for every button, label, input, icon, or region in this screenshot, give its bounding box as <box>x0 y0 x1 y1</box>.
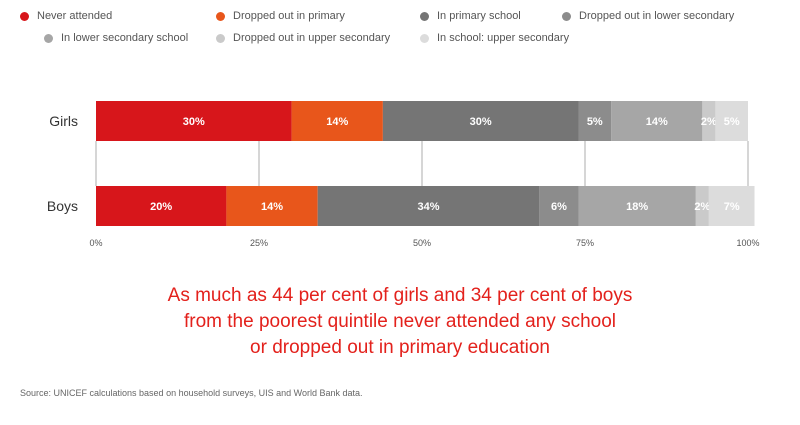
legend-label: Never attended <box>37 10 113 22</box>
x-tick-label: 25% <box>250 238 268 248</box>
legend-item-dropped-out-lower-secondary: Dropped out in lower secondary <box>562 10 734 22</box>
bar-segment <box>539 186 579 226</box>
category-label: Boys <box>47 198 78 214</box>
stacked-bar-chart: Girls 30% 14% 30% 5% 14% 2% 5% Boys 20% 14% 34% 6% 18… <box>47 101 760 248</box>
x-tick-label: 0% <box>89 238 102 248</box>
category-label: Girls <box>49 113 78 129</box>
bar-data-label: 30% <box>470 116 492 128</box>
bar-data-label: 5% <box>724 116 740 128</box>
headline: As much as 44 per cent of girls and 34 p… <box>0 283 800 361</box>
bar-segment <box>715 101 748 141</box>
legend-item-in-primary-school: In primary school <box>420 10 521 22</box>
legend-label: In school: upper secondary <box>437 32 570 44</box>
bar-data-label: 7% <box>724 201 740 213</box>
bar-segment <box>96 101 292 141</box>
x-tick-label: 100% <box>736 238 759 248</box>
legend-item-dropped-out-primary: Dropped out in primary <box>216 10 345 22</box>
legend-item-never-attended: Never attended <box>20 10 112 22</box>
legend-item-in-lower-secondary: In lower secondary school <box>44 32 188 44</box>
bar-data-label: 6% <box>551 201 567 213</box>
legend-swatch <box>420 11 429 21</box>
bar-data-label: 14% <box>326 116 348 128</box>
bar-data-label: 5% <box>587 116 603 128</box>
bar-data-label: 34% <box>418 201 440 213</box>
bar-segment <box>317 186 540 226</box>
x-tick-label: 75% <box>576 238 594 248</box>
x-tick-label: 50% <box>413 238 431 248</box>
bar-data-label: 20% <box>150 201 172 213</box>
bar-segment <box>611 101 703 141</box>
legend-item-in-school-upper-secondary: In school: upper secondary <box>420 32 569 44</box>
source-note: Source: UNICEF calculations based on hou… <box>20 388 363 398</box>
legend-swatch <box>44 33 53 43</box>
headline-line: or dropped out in primary education <box>250 337 550 358</box>
bar-data-label: 14% <box>261 201 283 213</box>
bar-segment <box>382 101 579 141</box>
legend-swatch <box>562 11 571 21</box>
legend-label: In lower secondary school <box>61 32 189 44</box>
bar-segment <box>578 186 696 226</box>
legend-label: Dropped out in lower secondary <box>579 10 735 22</box>
bar-segment <box>695 186 709 226</box>
headline-line: As much as 44 per cent of girls and 34 p… <box>167 285 633 306</box>
bar-segment <box>226 186 318 226</box>
legend-swatch <box>420 33 429 43</box>
legend-swatch <box>20 11 29 21</box>
headline-line: from the poorest quintile never attended… <box>184 311 616 332</box>
bar-data-label: 2% <box>694 201 710 213</box>
bar-data-label: 14% <box>646 116 668 128</box>
bar-segment <box>291 101 383 141</box>
legend-label: Dropped out in upper secondary <box>233 32 391 44</box>
legend-label: Dropped out in primary <box>233 10 345 22</box>
legend-label: In primary school <box>437 10 521 22</box>
bar-segment <box>578 101 612 141</box>
legend-swatch <box>216 11 225 21</box>
bar-segment <box>708 186 755 226</box>
legend-swatch <box>216 33 225 43</box>
bar-data-label: 2% <box>701 116 717 128</box>
legend-item-dropped-out-upper-secondary: Dropped out in upper secondary <box>216 32 390 44</box>
bar-segment <box>96 186 227 226</box>
bar-segment <box>702 101 716 141</box>
bar-data-label: 18% <box>626 201 648 213</box>
bar-data-label: 30% <box>183 116 205 128</box>
